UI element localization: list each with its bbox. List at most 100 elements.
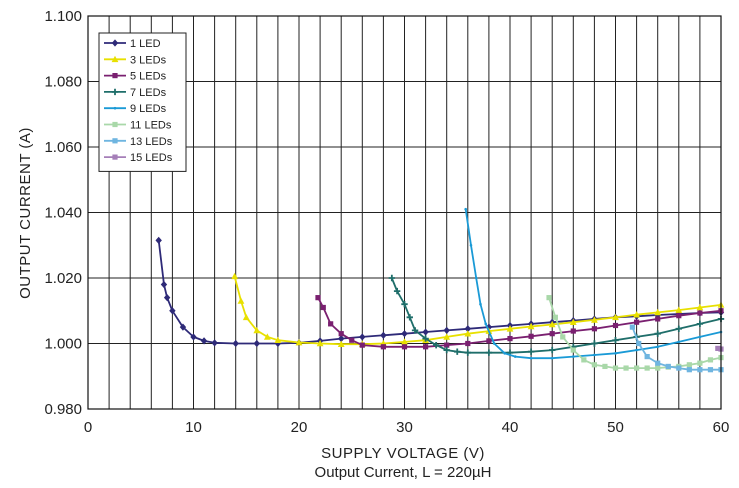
- data-point: [697, 360, 703, 366]
- data-point: [393, 287, 401, 295]
- data-point: [320, 304, 326, 311]
- data-point: [528, 333, 534, 339]
- data-point: [492, 342, 496, 345]
- data-point: [160, 280, 168, 289]
- data-point: [503, 352, 507, 355]
- data-point: [570, 328, 576, 334]
- data-point: [569, 318, 577, 326]
- data-point: [633, 311, 640, 318]
- y-tick-label: 0.980: [44, 401, 82, 418]
- data-point: [315, 295, 321, 301]
- data-point: [401, 338, 408, 345]
- data-point: [552, 314, 558, 320]
- data-point: [698, 335, 702, 339]
- legend-label: 9 LEDs: [130, 103, 167, 115]
- data-point: [623, 365, 629, 371]
- data-point: [591, 316, 598, 323]
- y-tick-label: 1.080: [44, 74, 82, 91]
- data-point: [612, 313, 619, 321]
- x-tick-label: 10: [185, 419, 202, 436]
- data-point: [443, 346, 450, 354]
- data-point: [380, 331, 387, 339]
- data-point: [469, 243, 473, 247]
- data-point: [572, 355, 575, 358]
- legend-marker: [112, 154, 118, 160]
- data-point: [644, 354, 650, 360]
- data-point: [328, 321, 334, 327]
- legend-marker: [111, 55, 119, 63]
- legend: 1 LED 3 LEDs 5 LEDs 7 LEDs 9 LEDs 11 LEDs 13 L…: [98, 32, 187, 172]
- data-point: [707, 357, 714, 363]
- data-point: [485, 349, 493, 356]
- data-point: [686, 362, 692, 368]
- legend-marker: [112, 121, 118, 128]
- data-point: [190, 333, 197, 341]
- data-point: [232, 339, 239, 348]
- data-point: [432, 341, 440, 349]
- data-point: [444, 342, 450, 348]
- series-7-leds: [388, 274, 725, 356]
- data-point: [411, 327, 419, 334]
- data-point: [696, 320, 704, 328]
- data-point: [629, 324, 635, 330]
- data-point: [665, 363, 671, 370]
- y-tick-label: 1.000: [44, 336, 82, 353]
- data-point: [316, 339, 324, 347]
- data-point: [527, 348, 535, 355]
- data-point: [560, 334, 566, 340]
- data-point: [179, 323, 187, 331]
- data-point: [359, 342, 365, 348]
- plot-frame: [87, 15, 722, 410]
- data-point: [656, 345, 659, 349]
- y-tick-label: 1.040: [44, 205, 82, 222]
- data-point: [464, 325, 471, 333]
- data-point: [338, 334, 345, 343]
- x-tick-label: 50: [607, 419, 624, 436]
- data-point: [686, 367, 692, 373]
- data-point: [655, 365, 661, 371]
- data-point: [527, 322, 535, 330]
- data-point: [593, 353, 596, 357]
- legend-marker: [111, 39, 119, 47]
- axes: [87, 15, 722, 410]
- data-point: [443, 326, 450, 334]
- data-point: [349, 337, 355, 343]
- data-point: [602, 363, 608, 370]
- data-point: [200, 337, 208, 345]
- y-axis-label: OUTPUT CURRENT (A): [17, 127, 34, 299]
- data-point: [231, 272, 239, 280]
- data-point: [423, 344, 429, 350]
- data-point: [612, 337, 619, 344]
- data-point: [548, 320, 556, 328]
- data-point: [401, 330, 408, 338]
- data-point: [388, 274, 396, 282]
- legend-marker: [111, 88, 119, 96]
- x-tick-label: 60: [713, 419, 730, 436]
- legend-label: 13 LEDs: [130, 136, 173, 148]
- data-point: [549, 331, 555, 337]
- data-point: [338, 331, 344, 337]
- data-point: [591, 326, 597, 332]
- data-point: [274, 336, 282, 344]
- data-point: [529, 356, 533, 360]
- x-tick-label: 30: [396, 419, 413, 436]
- data-point: [570, 347, 576, 353]
- data-point: [242, 313, 250, 321]
- data-point: [465, 340, 471, 347]
- data-point: [550, 356, 554, 360]
- data-point: [676, 365, 682, 371]
- series-9-leds: [464, 207, 723, 360]
- data-point: [486, 338, 492, 344]
- data-point: [715, 345, 721, 352]
- data-point: [654, 308, 662, 316]
- data-point: [581, 357, 587, 363]
- data-point: [675, 325, 682, 332]
- series-11-leds: [546, 295, 724, 371]
- legend-label: 15 LEDs: [130, 152, 173, 164]
- data-point: [636, 340, 642, 347]
- data-point: [474, 276, 478, 280]
- data-point: [422, 335, 429, 342]
- series-layer: [155, 207, 725, 373]
- data-point: [644, 365, 650, 371]
